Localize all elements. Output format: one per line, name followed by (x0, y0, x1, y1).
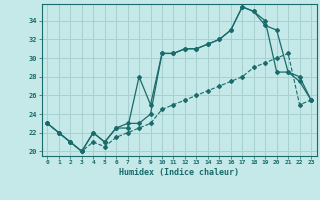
X-axis label: Humidex (Indice chaleur): Humidex (Indice chaleur) (119, 168, 239, 177)
